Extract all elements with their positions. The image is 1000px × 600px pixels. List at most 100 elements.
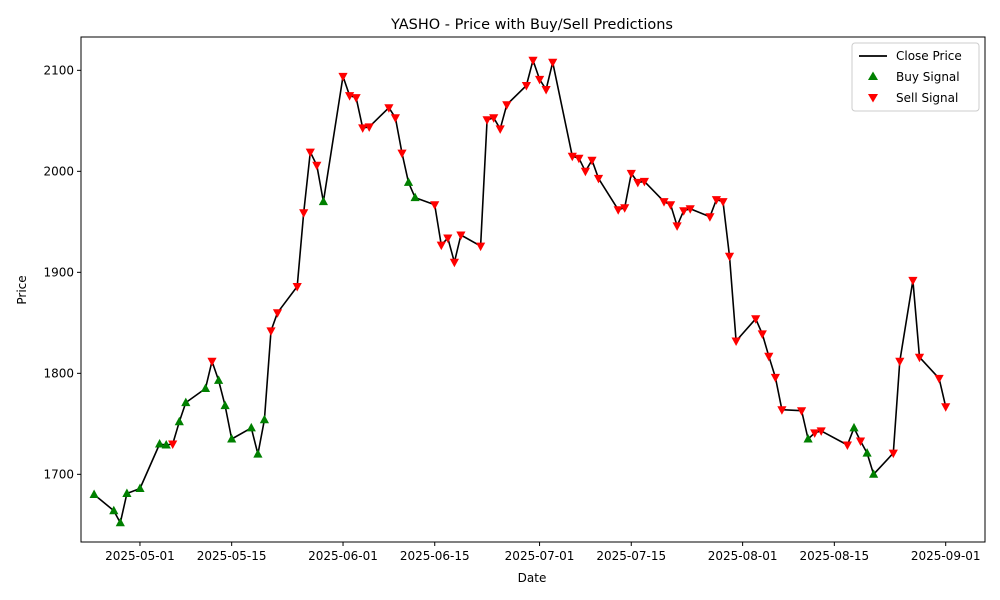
y-tick-label: 2000	[43, 164, 74, 178]
sell-signal-marker	[770, 373, 780, 383]
sell-signal-marker	[797, 407, 807, 416]
buy-signal-marker	[403, 177, 414, 186]
sell-signal-marker	[351, 94, 361, 103]
sell-signal-marker	[502, 101, 512, 110]
sell-signal-marker	[312, 161, 322, 171]
x-tick-label: 2025-08-01	[708, 549, 778, 563]
buy-signal-marker	[214, 375, 224, 384]
x-tick-label: 2025-05-01	[105, 549, 175, 563]
sell-signal-marker	[639, 177, 649, 187]
x-tick-label: 2025-05-15	[197, 549, 267, 563]
sell-signal-marker	[672, 222, 682, 231]
sell-signal-marker	[338, 72, 348, 82]
sell-signal-marker	[666, 201, 676, 210]
sell-signal-marker	[679, 207, 689, 216]
legend-label-buy-signal: Buy Signal	[896, 70, 960, 84]
y-tick-label: 1700	[43, 467, 74, 481]
sell-signal-marker	[751, 315, 761, 324]
y-tick-label: 2100	[43, 63, 74, 77]
buy-signal-marker	[862, 448, 872, 457]
x-tick-label: 2025-07-15	[596, 549, 666, 563]
sell-signal-marker	[587, 156, 597, 166]
sell-signal-marker	[731, 337, 741, 346]
sell-signal-marker	[489, 114, 499, 123]
sell-signal-marker	[528, 56, 538, 66]
y-axis: 1700 1800 1900 2000 2100	[43, 63, 81, 481]
y-tick-label: 1800	[43, 366, 74, 380]
sell-signal-marker	[397, 149, 407, 159]
sell-signal-marker	[633, 178, 643, 188]
sell-signal-marker	[855, 437, 866, 446]
buy-signal-marker	[849, 422, 859, 432]
sell-signal-marker	[574, 154, 584, 164]
buy-signal-marker	[227, 434, 237, 443]
sell-signal-marker	[384, 104, 394, 113]
sell-signal-marker	[757, 330, 767, 339]
sell-signal-marker	[810, 429, 820, 438]
sell-signal-marker	[456, 231, 466, 240]
x-tick-label: 2025-09-01	[911, 549, 981, 563]
axes-frame	[80, 36, 986, 543]
sell-signal-marker	[613, 206, 623, 215]
legend-buy-marker	[868, 71, 878, 80]
sell-signal-marker	[934, 374, 944, 384]
sell-signal-marker	[580, 167, 590, 177]
legend-box	[851, 42, 980, 112]
x-tick-label: 2025-06-15	[400, 549, 470, 563]
x-tick-label: 2025-08-15	[799, 549, 869, 563]
sell-signal-marker	[272, 309, 283, 318]
sell-signal-markers	[168, 56, 951, 459]
buy-signal-marker	[115, 517, 125, 527]
sell-signal-marker	[908, 276, 918, 286]
sell-signal-marker	[914, 353, 925, 363]
sell-signal-marker	[292, 283, 302, 292]
sell-signal-marker	[207, 357, 217, 367]
sell-signal-marker	[626, 169, 636, 179]
legend: Close Price Buy Signal Sell Signal	[851, 42, 980, 112]
sell-signal-marker	[620, 204, 630, 213]
sell-signal-marker	[777, 406, 787, 415]
sell-signal-marker	[764, 352, 774, 362]
sell-signal-marker	[390, 114, 400, 123]
sell-signal-marker	[535, 75, 545, 85]
sell-signal-marker	[305, 148, 315, 158]
x-axis: 2025-05-01 2025-05-15 2025-06-01 2025-06-15…	[105, 542, 981, 563]
sell-signal-marker	[593, 174, 604, 184]
buy-signal-marker	[155, 439, 165, 448]
sell-signal-marker	[705, 213, 715, 222]
sell-signal-marker	[482, 116, 492, 125]
sell-signal-marker	[449, 258, 459, 268]
buy-signal-marker	[803, 434, 813, 443]
legend-label-sell-signal: Sell Signal	[896, 91, 958, 105]
buy-signal-marker	[181, 397, 191, 407]
sell-signal-marker	[476, 242, 486, 252]
buy-signal-marker	[135, 483, 145, 492]
buy-signal-marker	[869, 469, 879, 478]
x-tick-label: 2025-06-01	[308, 549, 378, 563]
y-tick-label: 1900	[43, 265, 74, 279]
buy-signal-marker	[174, 416, 184, 426]
buy-signal-marker	[200, 383, 211, 392]
sell-signal-marker	[842, 441, 852, 450]
chart-title: YASHO - Price with Buy/Sell Predictions	[390, 17, 673, 33]
sell-signal-marker	[659, 198, 669, 207]
sell-signal-marker	[521, 82, 531, 91]
plot-area	[89, 56, 951, 527]
sell-signal-marker	[299, 209, 309, 218]
buy-signal-marker	[122, 488, 132, 497]
sell-signal-marker	[266, 327, 276, 336]
buy-signal-markers	[89, 177, 879, 527]
sell-signal-marker	[364, 123, 374, 132]
buy-signal-marker	[220, 400, 230, 410]
legend-sell-marker	[868, 94, 878, 103]
x-axis-label: Date	[518, 571, 547, 585]
sell-signal-marker	[895, 357, 905, 367]
sell-signal-marker	[816, 427, 826, 436]
sell-signal-marker	[548, 58, 558, 68]
sell-signal-marker	[436, 241, 446, 251]
buy-signal-marker	[318, 196, 328, 206]
buy-signal-marker	[161, 440, 171, 449]
buy-signal-marker	[109, 505, 119, 515]
